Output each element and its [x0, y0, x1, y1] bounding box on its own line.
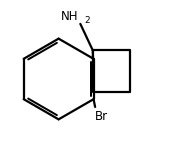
Text: Br: Br: [95, 110, 108, 123]
Text: NH: NH: [61, 10, 79, 23]
Text: 2: 2: [84, 16, 90, 25]
